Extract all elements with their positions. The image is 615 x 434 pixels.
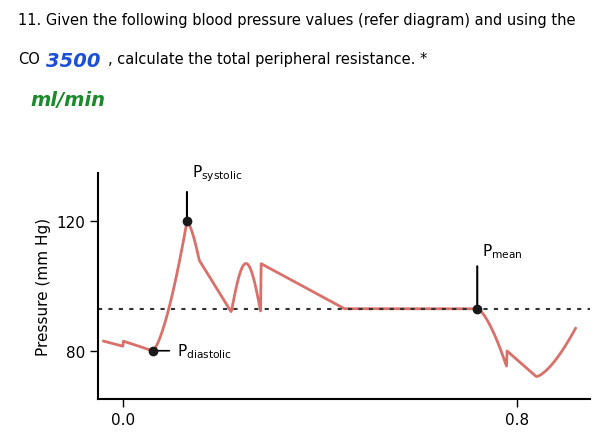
Text: , calculate the total peripheral resistance. *: , calculate the total peripheral resista… [108, 52, 427, 67]
Text: 3500: 3500 [46, 52, 101, 71]
Text: ml/min: ml/min [31, 91, 106, 110]
Text: P$_{\rm systolic}$: P$_{\rm systolic}$ [192, 163, 242, 183]
Text: CO: CO [18, 52, 41, 67]
Y-axis label: Pressure (mm Hg): Pressure (mm Hg) [36, 217, 51, 355]
Text: 11. Given the following blood pressure values (refer diagram) and using the: 11. Given the following blood pressure v… [18, 13, 576, 28]
Text: P$_{\rm diastolic}$: P$_{\rm diastolic}$ [177, 342, 232, 360]
Text: P$_{\rm mean}$: P$_{\rm mean}$ [482, 242, 523, 261]
